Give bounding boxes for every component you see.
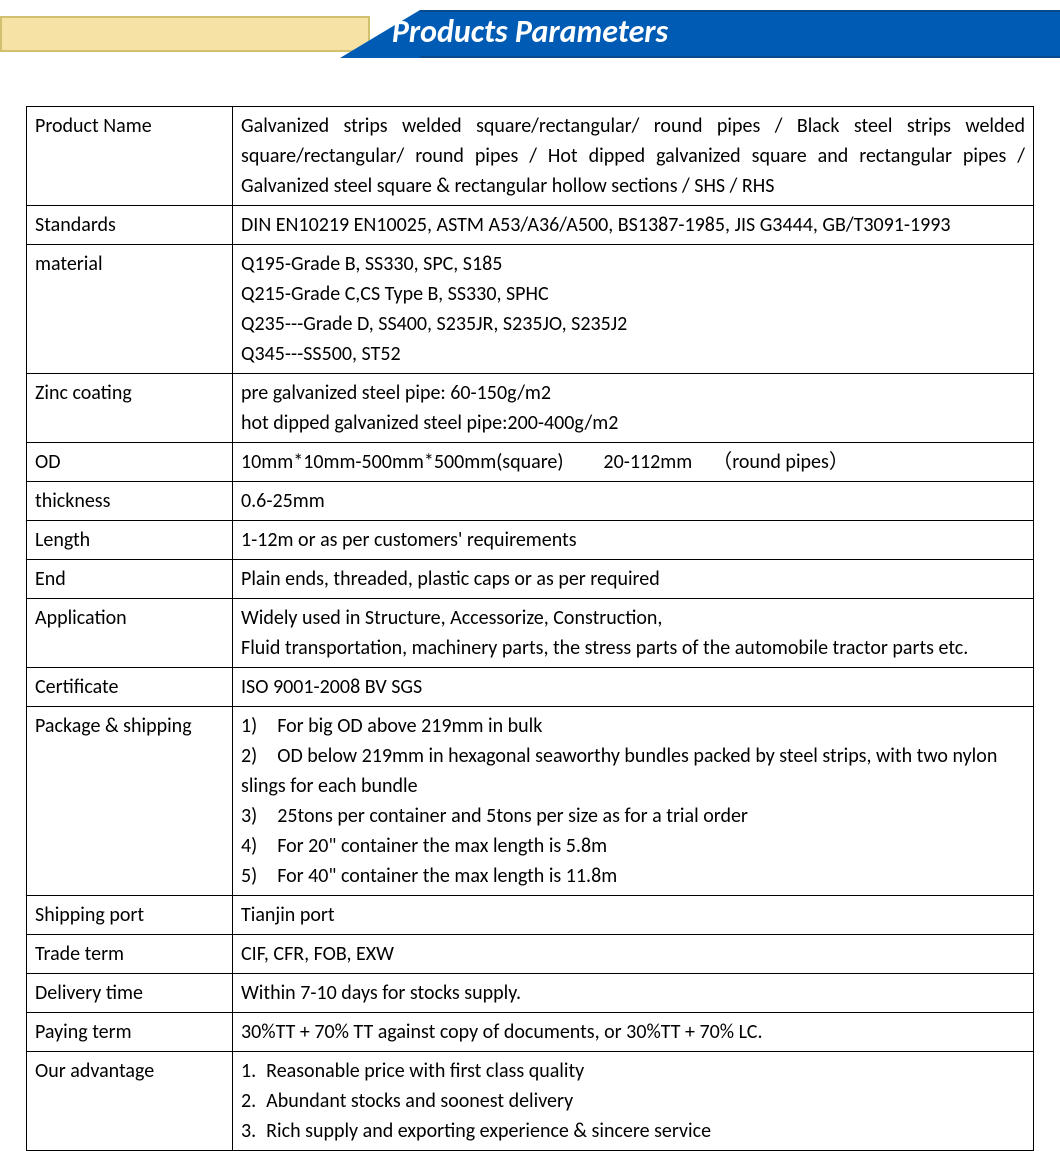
- param-label: Shipping port: [27, 896, 233, 935]
- param-value: Tianjin port: [233, 896, 1034, 935]
- parameters-table-container: Product NameGalvanized strips welded squ…: [26, 106, 1034, 1151]
- param-label: Length: [27, 521, 233, 560]
- param-label: Our advantage: [27, 1052, 233, 1151]
- param-value: pre galvanized steel pipe: 60-150g/m2hot…: [233, 374, 1034, 443]
- table-row: Delivery timeWithin 7-10 days for stocks…: [27, 974, 1034, 1013]
- param-value: ISO 9001-2008 BV SGS: [233, 668, 1034, 707]
- param-value: 0.6-25mm: [233, 482, 1034, 521]
- param-label: Delivery time: [27, 974, 233, 1013]
- table-row: materialQ195-Grade B, SS330, SPC, S185Q2…: [27, 245, 1034, 374]
- param-value: Widely used in Structure, Accessorize, C…: [233, 599, 1034, 668]
- param-value: Within 7-10 days for stocks supply.: [233, 974, 1034, 1013]
- param-label: material: [27, 245, 233, 374]
- param-value-line: 1) For big OD above 219mm in bulk: [241, 711, 1025, 741]
- param-value-line: 2. Abundant stocks and soonest delivery: [241, 1086, 1025, 1116]
- param-label: OD: [27, 443, 233, 482]
- table-row: Length1-12m or as per customers' require…: [27, 521, 1034, 560]
- yellow-strip: [0, 16, 370, 52]
- param-label: End: [27, 560, 233, 599]
- param-label: Certificate: [27, 668, 233, 707]
- header-banner: Products Parameters: [0, 10, 1060, 58]
- param-value: 1-12m or as per customers' requirements: [233, 521, 1034, 560]
- parameters-table: Product NameGalvanized strips welded squ…: [26, 106, 1034, 1151]
- table-row: Trade termCIF, CFR, FOB, EXW: [27, 935, 1034, 974]
- param-value: 1. Reasonable price with first class qua…: [233, 1052, 1034, 1151]
- table-row: Zinc coatingpre galvanized steel pipe: 6…: [27, 374, 1034, 443]
- param-value-line: 1. Reasonable price with first class qua…: [241, 1056, 1025, 1086]
- param-value: Plain ends, threaded, plastic caps or as…: [233, 560, 1034, 599]
- param-value: 1) For big OD above 219mm in bulk2) OD b…: [233, 707, 1034, 896]
- table-row: Product NameGalvanized strips welded squ…: [27, 107, 1034, 206]
- param-value-line: 3. Rich supply and exporting experience …: [241, 1116, 1025, 1146]
- param-value-line: 5) For 40" container the max length is 1…: [241, 861, 1025, 891]
- table-row: OD10mm*10mm-500mm*500mm(square) 20-112mm…: [27, 443, 1034, 482]
- param-label: Application: [27, 599, 233, 668]
- param-value-line: Widely used in Structure, Accessorize, C…: [241, 603, 1025, 633]
- param-label: Zinc coating: [27, 374, 233, 443]
- param-value: DIN EN10219 EN10025, ASTM A53/A36/A500, …: [233, 206, 1034, 245]
- param-value-line: pre galvanized steel pipe: 60-150g/m2: [241, 378, 1025, 408]
- table-row: CertificateISO 9001-2008 BV SGS: [27, 668, 1034, 707]
- table-row: Application Widely used in Structure, Acc…: [27, 599, 1034, 668]
- param-value-line: hot dipped galvanized steel pipe:200-400…: [241, 408, 1025, 438]
- param-value-line: Q345---SS500, ST52: [241, 339, 1025, 369]
- table-row: Shipping portTianjin port: [27, 896, 1034, 935]
- table-row: Our advantage 1. Reasonable price with fi…: [27, 1052, 1034, 1151]
- param-label: Standards: [27, 206, 233, 245]
- param-value-line: Q215-Grade C,CS Type B, SS330, SPHC: [241, 279, 1025, 309]
- table-row: thickness0.6-25mm: [27, 482, 1034, 521]
- param-label: Package & shipping: [27, 707, 233, 896]
- param-value-line: Q235---Grade D, SS400, S235JR, S235JO, S…: [241, 309, 1025, 339]
- param-value: 10mm*10mm-500mm*500mm(square) 20-112mm （…: [233, 443, 1034, 482]
- param-value: 30%TT + 70% TT against copy of documents…: [233, 1013, 1034, 1052]
- header-title: Products Parameters: [392, 12, 668, 51]
- param-value-line: 3) 25tons per container and 5tons per si…: [241, 801, 1025, 831]
- param-value: Galvanized strips welded square/rectangu…: [233, 107, 1034, 206]
- param-label: Paying term: [27, 1013, 233, 1052]
- param-value-line: Q195-Grade B, SS330, SPC, S185: [241, 249, 1025, 279]
- param-label: Product Name: [27, 107, 233, 206]
- param-value-line: 4) For 20" container the max length is 5…: [241, 831, 1025, 861]
- param-value-line: 2) OD below 219mm in hexagonal seaworthy…: [241, 741, 1025, 801]
- table-row: Paying term30%TT + 70% TT against copy o…: [27, 1013, 1034, 1052]
- table-row: StandardsDIN EN10219 EN10025, ASTM A53/A…: [27, 206, 1034, 245]
- param-value: CIF, CFR, FOB, EXW: [233, 935, 1034, 974]
- param-label: Trade term: [27, 935, 233, 974]
- table-row: EndPlain ends, threaded, plastic caps or…: [27, 560, 1034, 599]
- param-value: Q195-Grade B, SS330, SPC, S185Q215-Grade…: [233, 245, 1034, 374]
- param-label: thickness: [27, 482, 233, 521]
- table-row: Package & shipping1) For big OD above 21…: [27, 707, 1034, 896]
- param-value-line: Fluid transportation, machinery parts, t…: [241, 633, 1025, 663]
